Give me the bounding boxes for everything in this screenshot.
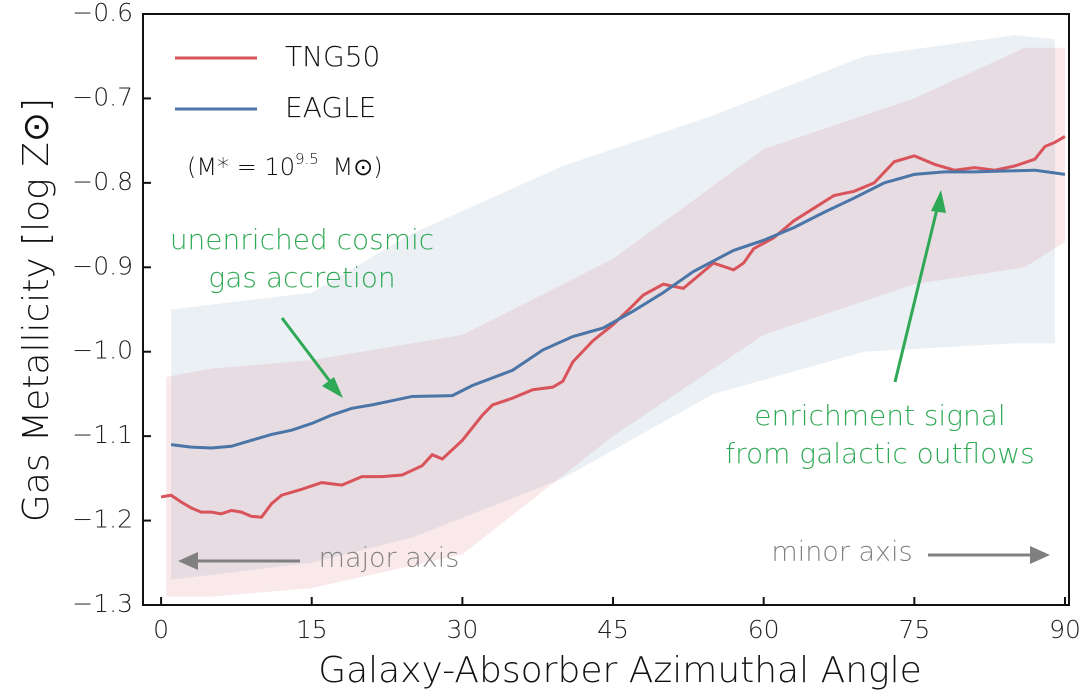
- annotation: enrichment signal: [754, 399, 1005, 432]
- y-tick-label: −1.2: [72, 505, 133, 534]
- y-tick-label: −1.1: [72, 420, 133, 449]
- arrow: [280, 317, 337, 389]
- x-tick-label: 30: [446, 615, 478, 644]
- y-tick-label: −0.6: [72, 0, 133, 27]
- arrowhead: [178, 552, 198, 570]
- legend-note: (M* = 109.5 M⊙): [187, 150, 383, 182]
- y-tick-label: −1.0: [72, 336, 133, 365]
- series-line: [160, 135, 1066, 519]
- x-tick-label: 45: [597, 615, 629, 644]
- arrowhead: [931, 190, 946, 213]
- arrowhead: [322, 377, 343, 398]
- y-tick-label: −0.8: [72, 167, 133, 196]
- legend-note-part: (M* = 10: [187, 153, 295, 181]
- annotation: gas accretion: [208, 261, 395, 294]
- x-tick-label: 75: [898, 615, 930, 644]
- y-tick-label: −0.7: [72, 82, 133, 111]
- legend-label: EAGLE: [285, 91, 376, 124]
- y-tick-label: −1.3: [72, 589, 133, 618]
- x-tick-label: 60: [748, 615, 780, 644]
- annotation: major axis: [319, 543, 460, 574]
- annotation-arrows: [178, 190, 1050, 570]
- arrow: [893, 204, 940, 383]
- annotation: from galactic outflows: [725, 437, 1035, 470]
- annotation: minor axis: [771, 537, 912, 568]
- legend-label: TNG50: [285, 40, 380, 73]
- x-tick-label: 15: [296, 615, 328, 644]
- annotation: unenriched cosmic: [170, 223, 434, 256]
- plot: [160, 35, 1066, 597]
- series-line: [170, 168, 1066, 450]
- x-tick-label: 90: [1049, 615, 1081, 644]
- band: [171, 35, 1055, 580]
- y-axis-label: Gas Metallicity [log Z⊙]: [16, 98, 57, 522]
- y-tick-label: −0.9: [72, 251, 133, 280]
- plot-frame: [142, 13, 1070, 606]
- legend-note-part: 9.5: [295, 150, 319, 168]
- x-axis-label: Galaxy-Absorber Azimuthal Angle: [318, 650, 922, 691]
- x-tick-label: 0: [153, 615, 169, 644]
- legend-note-part: M⊙): [325, 153, 383, 181]
- arrowhead: [1030, 546, 1050, 564]
